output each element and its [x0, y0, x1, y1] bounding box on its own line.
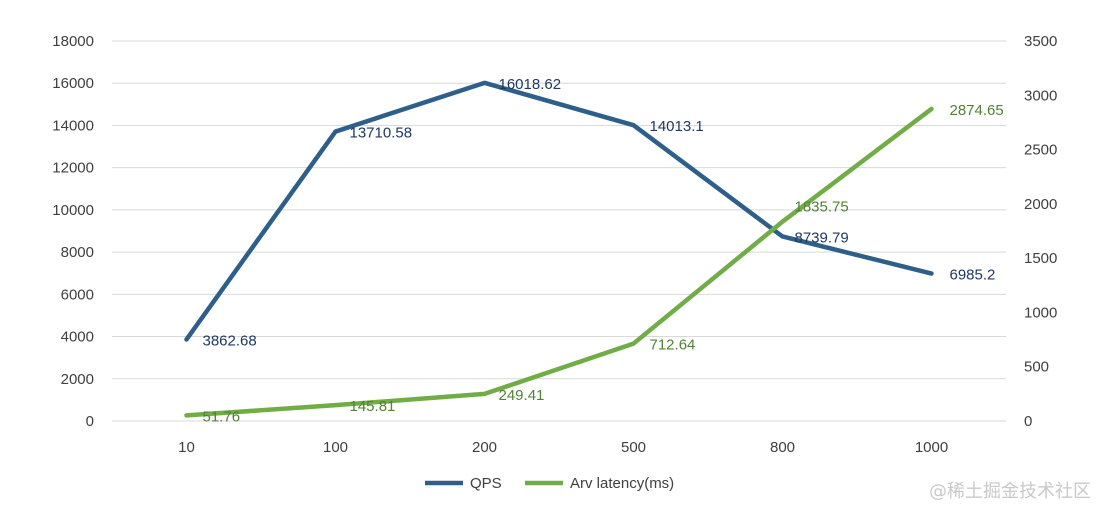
data-label: 8739.79	[795, 229, 849, 246]
y-right-tick-label: 0	[1024, 413, 1032, 430]
x-tick-label: 800	[770, 439, 795, 456]
data-label: 13710.58	[350, 125, 413, 142]
data-label: 6985.2	[950, 267, 996, 284]
left-axis-ticks: 0 2000 4000 6000 8000 10000 12000 14000 16000 180…	[52, 33, 94, 430]
x-tick-label: 500	[621, 439, 646, 456]
data-label: 1835.75	[795, 199, 849, 216]
data-label: 3862.68	[203, 332, 257, 349]
y-left-tick-label: 18000	[52, 33, 94, 50]
y-right-tick-label: 1000	[1024, 304, 1057, 321]
y-right-tick-label: 2000	[1024, 196, 1057, 213]
y-left-tick-label: 6000	[61, 286, 94, 303]
watermark: @稀土掘金技术社区	[929, 481, 1091, 502]
legend: QPS Arv latency(ms)	[425, 475, 674, 492]
data-label: 249.41	[499, 387, 545, 404]
y-right-tick-label: 1500	[1024, 250, 1057, 267]
x-tick-label: 1000	[915, 439, 948, 456]
series-line-latency	[184, 106, 934, 418]
y-left-tick-label: 16000	[52, 75, 94, 92]
y-right-tick-label: 3000	[1024, 87, 1057, 104]
y-right-tick-label: 3500	[1024, 33, 1057, 50]
gridlines	[112, 40, 1006, 422]
series-line-qps	[184, 80, 934, 342]
y-left-tick-label: 12000	[52, 160, 94, 177]
x-tick-label: 200	[472, 439, 497, 456]
y-right-tick-label: 2500	[1024, 142, 1057, 159]
data-label: 14013.1	[650, 118, 704, 135]
right-axis-ticks: 0 500 1000 1500 2000 2500 3000 3500	[1024, 33, 1057, 430]
y-left-tick-label: 14000	[52, 117, 94, 134]
series-lines	[184, 80, 934, 418]
data-label: 145.81	[350, 398, 396, 415]
data-labels: 3862.68 13710.58 16018.62 14013.1 8739.79 698…	[203, 76, 1004, 426]
x-tick-label: 100	[323, 439, 348, 456]
y-left-tick-label: 8000	[61, 244, 94, 261]
x-tick-label: 10	[178, 439, 195, 456]
data-label: 712.64	[650, 337, 696, 354]
y-left-tick-label: 2000	[61, 371, 94, 388]
y-left-tick-label: 10000	[52, 202, 94, 219]
data-label: 51.76	[203, 408, 241, 425]
legend-label: QPS	[470, 475, 502, 492]
legend-label: Arv latency(ms)	[570, 475, 674, 492]
x-axis-ticks: 10 100 200 500 800 1000	[178, 439, 948, 456]
y-left-tick-label: 4000	[61, 329, 94, 346]
data-label: 2874.65	[950, 102, 1004, 119]
y-left-tick-label: 0	[86, 413, 94, 430]
data-label: 16018.62	[499, 76, 562, 93]
y-right-tick-label: 500	[1024, 359, 1049, 376]
